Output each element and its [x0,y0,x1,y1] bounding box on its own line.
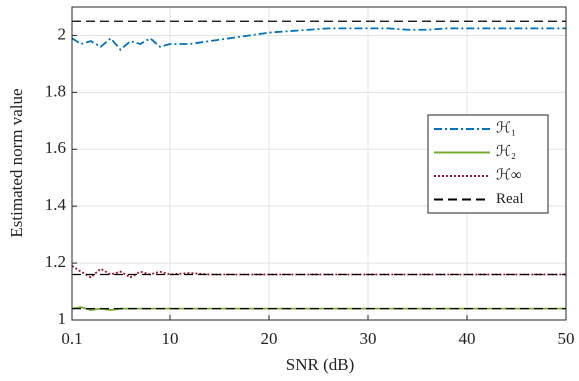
x-tick-label: 0.1 [61,329,82,348]
legend-label: ℋ₁ [496,120,516,136]
x-tick-label: 30 [360,329,377,348]
x-tick-label: 40 [459,329,476,348]
y-axis-label: Estimated norm value [7,88,26,237]
x-tick-label: 50 [558,329,575,348]
x-tick-label: 20 [261,329,278,348]
series-line [71,27,566,51]
legend-box [427,114,549,214]
legend-label: Real [496,191,524,207]
legend-label: ℋ∞ [496,167,522,183]
x-axis-label: SNR (dB) [286,355,354,374]
y-tick-label: 1 [58,309,67,328]
y-tick-label: 1.6 [45,138,66,157]
y-tick-label: 1.2 [45,252,66,271]
y-tick-label: 1.8 [45,81,66,100]
legend-label: ℋ₂ [496,144,516,160]
y-tick-label: 1.4 [45,195,67,214]
legend: ℋ₁ ℋ₂ ℋ∞ Real [427,114,549,214]
x-tick-label: 10 [162,329,179,348]
axes-box [71,6,567,321]
y-tick-label: 2 [58,24,67,43]
